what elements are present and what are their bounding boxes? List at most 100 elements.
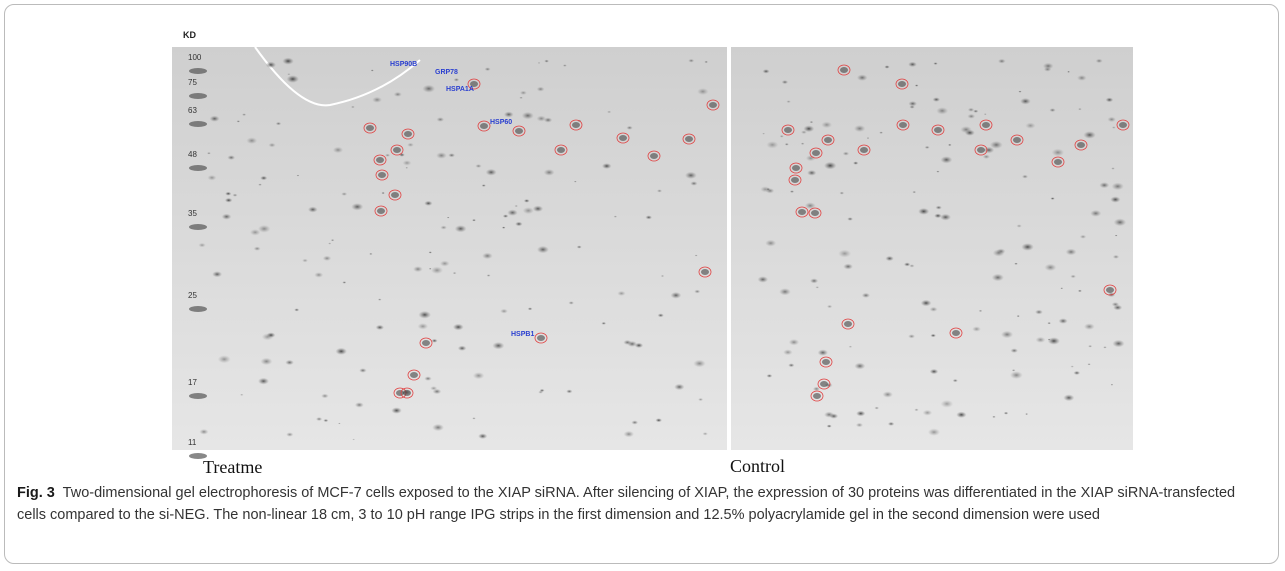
spot: [225, 191, 232, 196]
spot-dark: [650, 153, 658, 159]
spot: [282, 57, 294, 65]
spot: [1049, 108, 1056, 113]
spot-dark: [982, 122, 990, 128]
spot: [660, 274, 665, 278]
spot: [372, 96, 382, 103]
spot-dark: [844, 321, 852, 327]
spot: [260, 357, 273, 366]
spot-circle: [789, 162, 803, 174]
spot: [762, 132, 766, 135]
spot: [314, 272, 324, 278]
spot-dark: [537, 335, 545, 341]
spot: [1111, 126, 1116, 129]
spot: [1021, 243, 1034, 251]
spot-circle: [809, 147, 823, 159]
spot: [991, 273, 1004, 282]
spot-dark: [557, 147, 565, 153]
spot: [323, 418, 329, 423]
spot: [472, 417, 476, 420]
spot: [972, 326, 981, 332]
spot: [989, 140, 1003, 149]
spot: [519, 90, 527, 95]
spot: [908, 101, 918, 107]
spot: [856, 74, 868, 81]
spot: [866, 137, 870, 139]
spot: [810, 278, 819, 284]
marker-band: [189, 68, 207, 74]
spot: [855, 422, 864, 428]
spot: [1051, 148, 1065, 157]
spot: [656, 189, 663, 193]
spot-circle: [817, 378, 831, 390]
marker-band: [189, 224, 207, 230]
spot-circle: [1051, 156, 1065, 168]
spot: [670, 291, 682, 299]
spot: [1014, 262, 1018, 265]
spot: [1088, 344, 1093, 348]
spot-circle: [808, 207, 822, 219]
spot: [207, 174, 217, 181]
spot: [484, 67, 491, 71]
spot: [826, 304, 833, 309]
spot-circle: [896, 119, 910, 131]
spot: [448, 153, 456, 158]
spot-dark: [860, 147, 868, 153]
spot: [566, 389, 573, 394]
spot: [884, 65, 890, 69]
spot: [842, 151, 850, 156]
spot: [258, 183, 262, 186]
spot: [452, 323, 464, 331]
spot: [482, 252, 493, 260]
spot: [246, 137, 258, 145]
spot: [266, 332, 276, 338]
spot: [781, 80, 789, 85]
spot: [983, 113, 987, 116]
spot: [807, 170, 817, 176]
caption: Fig. 3 Two-dimensional gel electrophores…: [17, 482, 1267, 526]
spot: [779, 288, 791, 296]
spot-circle: [467, 78, 481, 90]
spot: [824, 411, 835, 418]
spot-dark: [470, 81, 478, 87]
spot-circle: [821, 134, 835, 146]
spot: [521, 111, 534, 120]
spot: [956, 411, 967, 418]
spot: [338, 422, 341, 425]
spot-circle: [512, 125, 526, 137]
spot: [800, 142, 805, 145]
spot: [492, 341, 505, 350]
protein-label: HSP90B: [390, 61, 417, 68]
spot-circle: [841, 318, 855, 330]
spot: [617, 290, 626, 296]
spot: [848, 345, 853, 348]
spot-dark: [422, 340, 430, 346]
spot: [601, 163, 612, 169]
spot-dark: [820, 381, 828, 387]
spot: [536, 86, 545, 92]
spot: [924, 145, 930, 149]
spot: [1112, 254, 1120, 259]
protein-label: GRP78: [435, 69, 458, 76]
spot: [287, 73, 291, 76]
spot: [209, 115, 220, 122]
spot: [821, 121, 833, 129]
spot-dark: [377, 208, 385, 214]
spot-dark: [404, 131, 412, 137]
spot: [1073, 370, 1081, 375]
spot: [422, 84, 436, 93]
spot-dark: [898, 81, 906, 87]
spot: [242, 113, 247, 116]
spot: [514, 204, 518, 208]
spot: [249, 229, 261, 236]
spot: [432, 423, 444, 432]
spot: [1111, 167, 1115, 170]
spot: [623, 430, 635, 438]
spot-dark: [572, 122, 580, 128]
spot: [232, 193, 238, 197]
spot: [501, 226, 506, 229]
spot: [698, 397, 704, 402]
spot: [826, 424, 832, 428]
spot-circle: [401, 128, 415, 140]
spot: [1063, 394, 1075, 402]
marker-band: [189, 93, 207, 99]
